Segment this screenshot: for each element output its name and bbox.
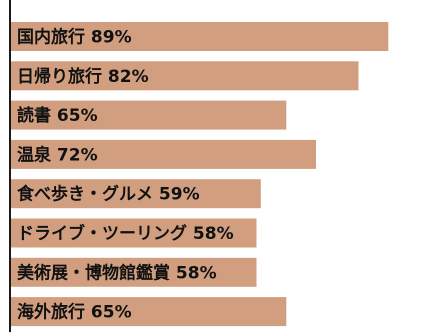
bar-6 xyxy=(10,218,257,248)
bar-label-5: 食べ歩き・グルメ 59% xyxy=(17,184,200,205)
bar-7 xyxy=(10,257,257,287)
bar-label-3: 読書 65% xyxy=(17,105,98,126)
bar-3 xyxy=(10,100,287,130)
bar-8 xyxy=(10,297,287,327)
bar-label-8: 海外旅行 65% xyxy=(17,302,132,323)
bars-layer xyxy=(10,22,389,327)
bar-2 xyxy=(10,61,359,91)
bar-1 xyxy=(10,22,389,51)
bar-5 xyxy=(10,179,261,209)
bar-4 xyxy=(10,139,316,169)
bar-label-7: 美術展・博物館鑑賞 58% xyxy=(17,262,217,283)
bar-label-4: 温泉 72% xyxy=(17,144,98,165)
bar-label-6: ドライブ・ツーリング 58% xyxy=(17,223,234,244)
bar-label-2: 日帰り旅行 82% xyxy=(17,66,149,87)
labels-layer: 国内旅行 89% 日帰り旅行 82% 読書 65% 温泉 72% 食べ歩き・グルメ 59… xyxy=(17,27,234,323)
bar-label-1: 国内旅行 89% xyxy=(17,27,132,48)
